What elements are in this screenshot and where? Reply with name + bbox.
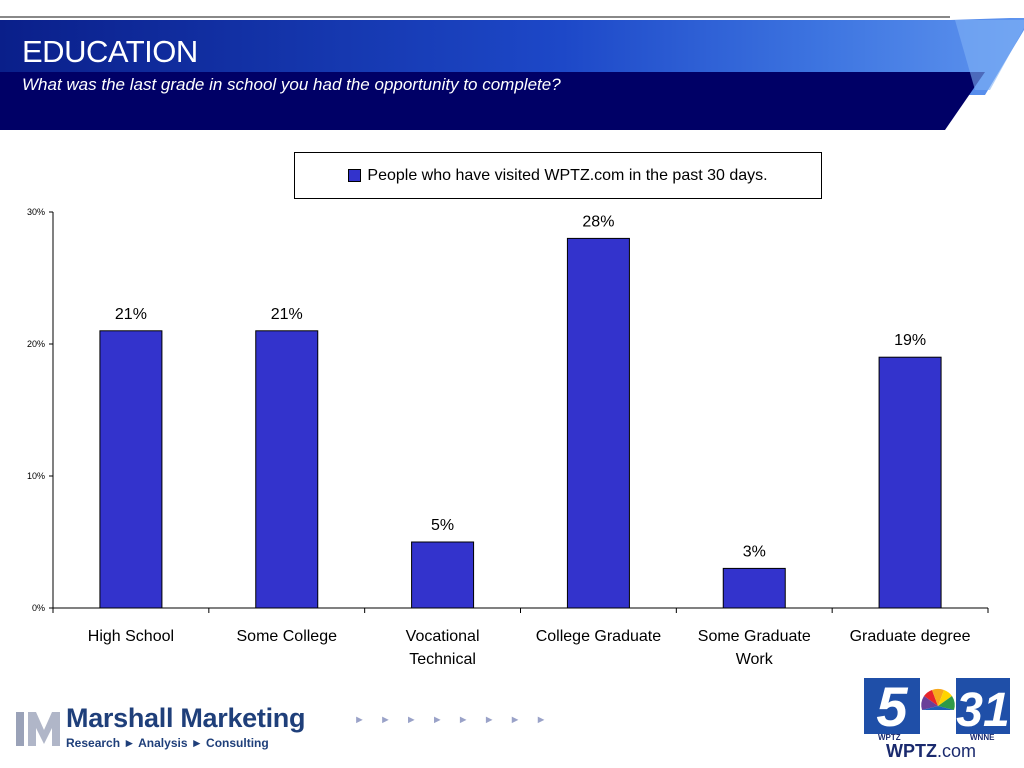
x-category-label: Some College: [237, 628, 338, 645]
data-label: 19%: [894, 332, 926, 349]
chart-labels: 21% High School 21% Some College 5% Vocationa…: [88, 213, 971, 668]
chart-legend: People who have visited WPTZ.com in the …: [294, 152, 822, 199]
header-background: [0, 16, 1024, 130]
bar: [411, 541, 475, 609]
legend-swatch: [348, 169, 362, 182]
bar: [878, 356, 942, 609]
x-category-label: College Graduate: [536, 628, 662, 645]
decorative-arrows: ► ► ► ► ► ► ► ►: [354, 714, 553, 726]
bar-chart: 0% 10% 20% 30% 21% High School 21% Some Colleg…: [27, 207, 989, 668]
x-category-label: Graduate degree: [850, 628, 971, 645]
chart-bars: [99, 237, 942, 609]
bar: [722, 567, 786, 609]
bar: [99, 330, 163, 609]
slide-subtitle: What was the last grade in school you ha…: [22, 75, 561, 94]
call-sign-right: WNNE: [970, 733, 995, 742]
data-label: 3%: [743, 543, 766, 560]
y-tick-label: 30%: [27, 207, 45, 217]
slide-title: EDUCATION: [22, 34, 198, 69]
station-url-suffix: .com: [937, 741, 977, 761]
chart-axes: 0% 10% 20% 30%: [27, 207, 989, 613]
data-label: 5%: [431, 517, 454, 534]
x-category-label: Vocational Technical: [406, 628, 480, 668]
call-sign-left: WPTZ: [878, 733, 901, 742]
y-tick-label: 10%: [27, 471, 45, 481]
station-url-main: WPTZ: [886, 741, 937, 761]
mm-logo-icon: [16, 712, 60, 746]
station-url: WPTZ.com: [886, 741, 976, 762]
bar: [566, 237, 630, 609]
y-tick-label: 20%: [27, 339, 45, 349]
data-label: 28%: [582, 213, 614, 230]
station-logo-graphic: 5 31: [864, 675, 1010, 738]
x-category-label: High School: [88, 628, 174, 645]
x-category-label: Some Graduate Work: [698, 628, 811, 668]
bar: [255, 330, 319, 609]
data-label: 21%: [271, 306, 303, 323]
header-banner: EDUCATION What was the last grade in sch…: [0, 0, 1024, 132]
data-label: 21%: [115, 306, 147, 323]
company-name: Marshall Marketing: [66, 703, 306, 733]
company-tagline: Research ► Analysis ► Consulting: [66, 736, 269, 750]
legend-label: People who have visited WPTZ.com in the …: [367, 166, 768, 184]
svg-text:31: 31: [956, 684, 1009, 737]
y-tick-label: 0%: [32, 603, 45, 613]
svg-text:5: 5: [876, 675, 908, 738]
